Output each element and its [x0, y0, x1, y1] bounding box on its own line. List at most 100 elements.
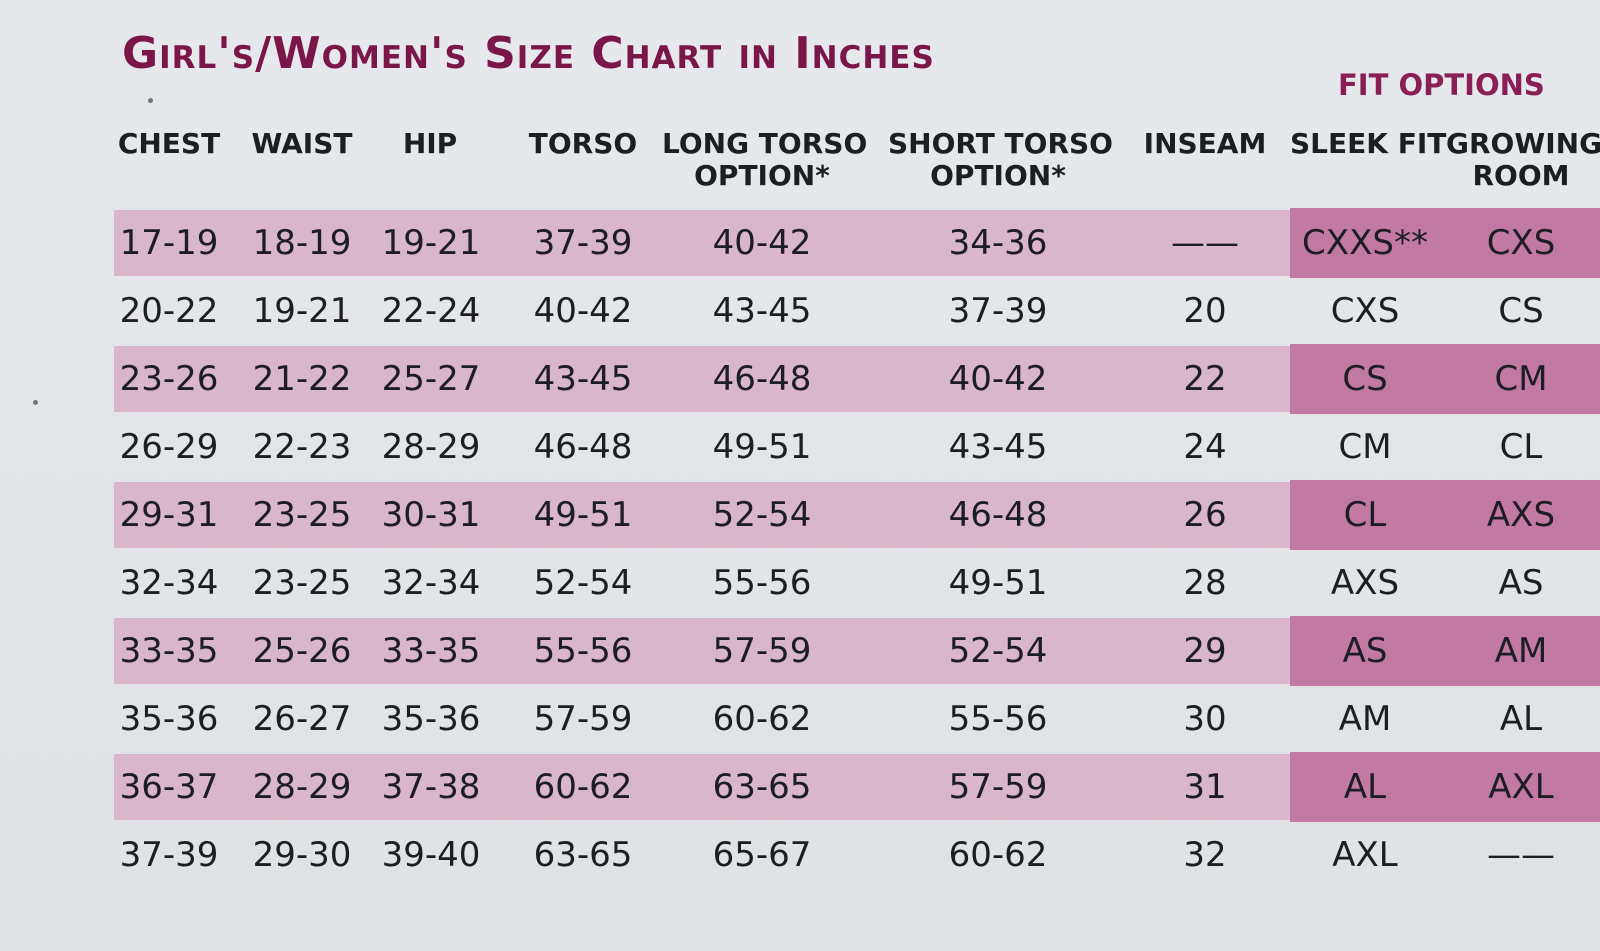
cell-growing-room: AS: [1498, 563, 1544, 603]
cell-long-torso: 52-54: [712, 495, 812, 535]
cell-torso: 52-54: [533, 563, 633, 603]
cell-inseam: ——: [1171, 223, 1239, 263]
table-row: 36-37 28-29 37-38 60-62 63-65 57-59 31 A…: [114, 752, 1600, 822]
fit-options-label: FIT OPTIONS: [1338, 68, 1545, 102]
cell-inseam: 31: [1183, 767, 1227, 807]
cell-torso: 37-39: [533, 223, 633, 263]
cell-sleek-fit: AL: [1343, 767, 1387, 807]
table-row: 23-26 21-22 25-27 43-45 46-48 40-42 22 C…: [114, 344, 1600, 414]
table-row: 26-29 22-23 28-29 46-48 49-51 43-45 24 C…: [114, 414, 1600, 480]
cell-inseam: 20: [1183, 291, 1227, 331]
cell-chest: 33-35: [119, 631, 219, 671]
cell-torso: 63-65: [533, 835, 633, 875]
cell-chest: 26-29: [119, 427, 219, 467]
header-sleek-fit: SLEEK FIT: [1290, 127, 1447, 160]
cell-inseam: 24: [1183, 427, 1227, 467]
cell-chest: 29-31: [119, 495, 219, 535]
cell-sleek-fit: AS: [1342, 631, 1388, 671]
cell-waist: 22-23: [252, 427, 352, 467]
header-growing-room: GROWING ROOM: [1446, 128, 1600, 198]
cell-short-torso: 60-62: [948, 835, 1048, 875]
cell-torso: 49-51: [533, 495, 633, 535]
cell-growing-room: CS: [1498, 291, 1544, 331]
cell-growing-room: AXL: [1488, 767, 1554, 807]
cell-torso: 60-62: [533, 767, 633, 807]
cell-waist: 23-25: [252, 495, 352, 535]
cell-waist: 29-30: [252, 835, 352, 875]
cell-torso: 40-42: [533, 291, 633, 331]
cell-waist: 25-26: [252, 631, 352, 671]
speck: [148, 98, 153, 103]
cell-growing-room: ——: [1487, 835, 1555, 875]
header-long-torso-line1: LONG TORSO: [662, 127, 868, 160]
cell-short-torso: 37-39: [948, 291, 1048, 331]
cell-sleek-fit: AXS: [1330, 563, 1400, 603]
header-short-torso-line1: SHORT TORSO: [888, 127, 1113, 160]
cell-chest: 32-34: [119, 563, 219, 603]
table-row: 32-34 23-25 32-34 52-54 55-56 49-51 28 A…: [114, 550, 1600, 616]
cell-growing-room: CM: [1494, 359, 1548, 399]
cell-waist: 21-22: [252, 359, 352, 399]
cell-long-torso: 60-62: [712, 699, 812, 739]
chart-title: Girl's/Women's Size Chart in Inches: [122, 28, 935, 79]
table-row: 35-36 26-27 35-36 57-59 60-62 55-56 30 A…: [114, 686, 1600, 752]
speck: [33, 400, 38, 405]
cell-sleek-fit: AM: [1338, 699, 1392, 739]
cell-hip: 39-40: [381, 835, 481, 875]
cell-long-torso: 40-42: [712, 223, 812, 263]
cell-torso: 57-59: [533, 699, 633, 739]
fit-shade: [1290, 480, 1600, 550]
cell-torso: 46-48: [533, 427, 633, 467]
cell-chest: 23-26: [119, 359, 219, 399]
cell-torso: 55-56: [533, 631, 633, 671]
header-waist: WAIST: [251, 127, 353, 160]
cell-long-torso: 49-51: [712, 427, 812, 467]
cell-hip: 37-38: [381, 767, 481, 807]
cell-inseam: 22: [1183, 359, 1227, 399]
cell-growing-room: CXS: [1486, 223, 1556, 263]
cell-short-torso: 57-59: [948, 767, 1048, 807]
cell-short-torso: 46-48: [948, 495, 1048, 535]
cell-waist: 19-21: [252, 291, 352, 331]
cell-sleek-fit: AXL: [1332, 835, 1398, 875]
cell-chest: 37-39: [119, 835, 219, 875]
cell-hip: 28-29: [381, 427, 481, 467]
cell-hip: 32-34: [381, 563, 481, 603]
cell-long-torso: 65-67: [712, 835, 812, 875]
header-long-torso-line2: OPTION*: [694, 159, 830, 192]
fit-shade: [1290, 344, 1600, 414]
cell-growing-room: AM: [1494, 631, 1548, 671]
cell-chest: 35-36: [119, 699, 219, 739]
cell-hip: 30-31: [381, 495, 481, 535]
table-row: 37-39 29-30 39-40 63-65 65-67 60-62 32 A…: [114, 822, 1600, 888]
cell-sleek-fit: CS: [1342, 359, 1388, 399]
cell-long-torso: 46-48: [712, 359, 812, 399]
cell-short-torso: 34-36: [948, 223, 1048, 263]
header-long-torso: LONG TORSO OPTION*: [662, 127, 868, 198]
cell-inseam: 32: [1183, 835, 1227, 875]
fit-shade: [1290, 752, 1600, 822]
cell-hip: 35-36: [381, 699, 481, 739]
cell-torso: 43-45: [533, 359, 633, 399]
cell-chest: 20-22: [119, 291, 219, 331]
header-hip: HIP: [402, 127, 458, 160]
header-torso: TORSO: [528, 127, 638, 160]
cell-sleek-fit: CXS: [1330, 291, 1400, 331]
cell-growing-room: AXS: [1486, 495, 1556, 535]
header-short-torso-line2: OPTION*: [930, 159, 1066, 192]
cell-waist: 26-27: [252, 699, 352, 739]
table-row: 29-31 23-25 30-31 49-51 52-54 46-48 26 C…: [114, 480, 1600, 550]
header-short-torso: SHORT TORSO OPTION*: [888, 127, 1113, 198]
header-growing-room-line2: ROOM: [1472, 159, 1570, 192]
cell-growing-room: AL: [1499, 699, 1543, 739]
cell-hip: 25-27: [381, 359, 481, 399]
cell-short-torso: 40-42: [948, 359, 1048, 399]
cell-waist: 18-19: [252, 223, 352, 263]
cell-inseam: 29: [1183, 631, 1227, 671]
cell-waist: 28-29: [252, 767, 352, 807]
cell-sleek-fit: CL: [1343, 495, 1387, 535]
cell-short-torso: 52-54: [948, 631, 1048, 671]
cell-growing-room: CL: [1499, 427, 1543, 467]
cell-inseam: 30: [1183, 699, 1227, 739]
